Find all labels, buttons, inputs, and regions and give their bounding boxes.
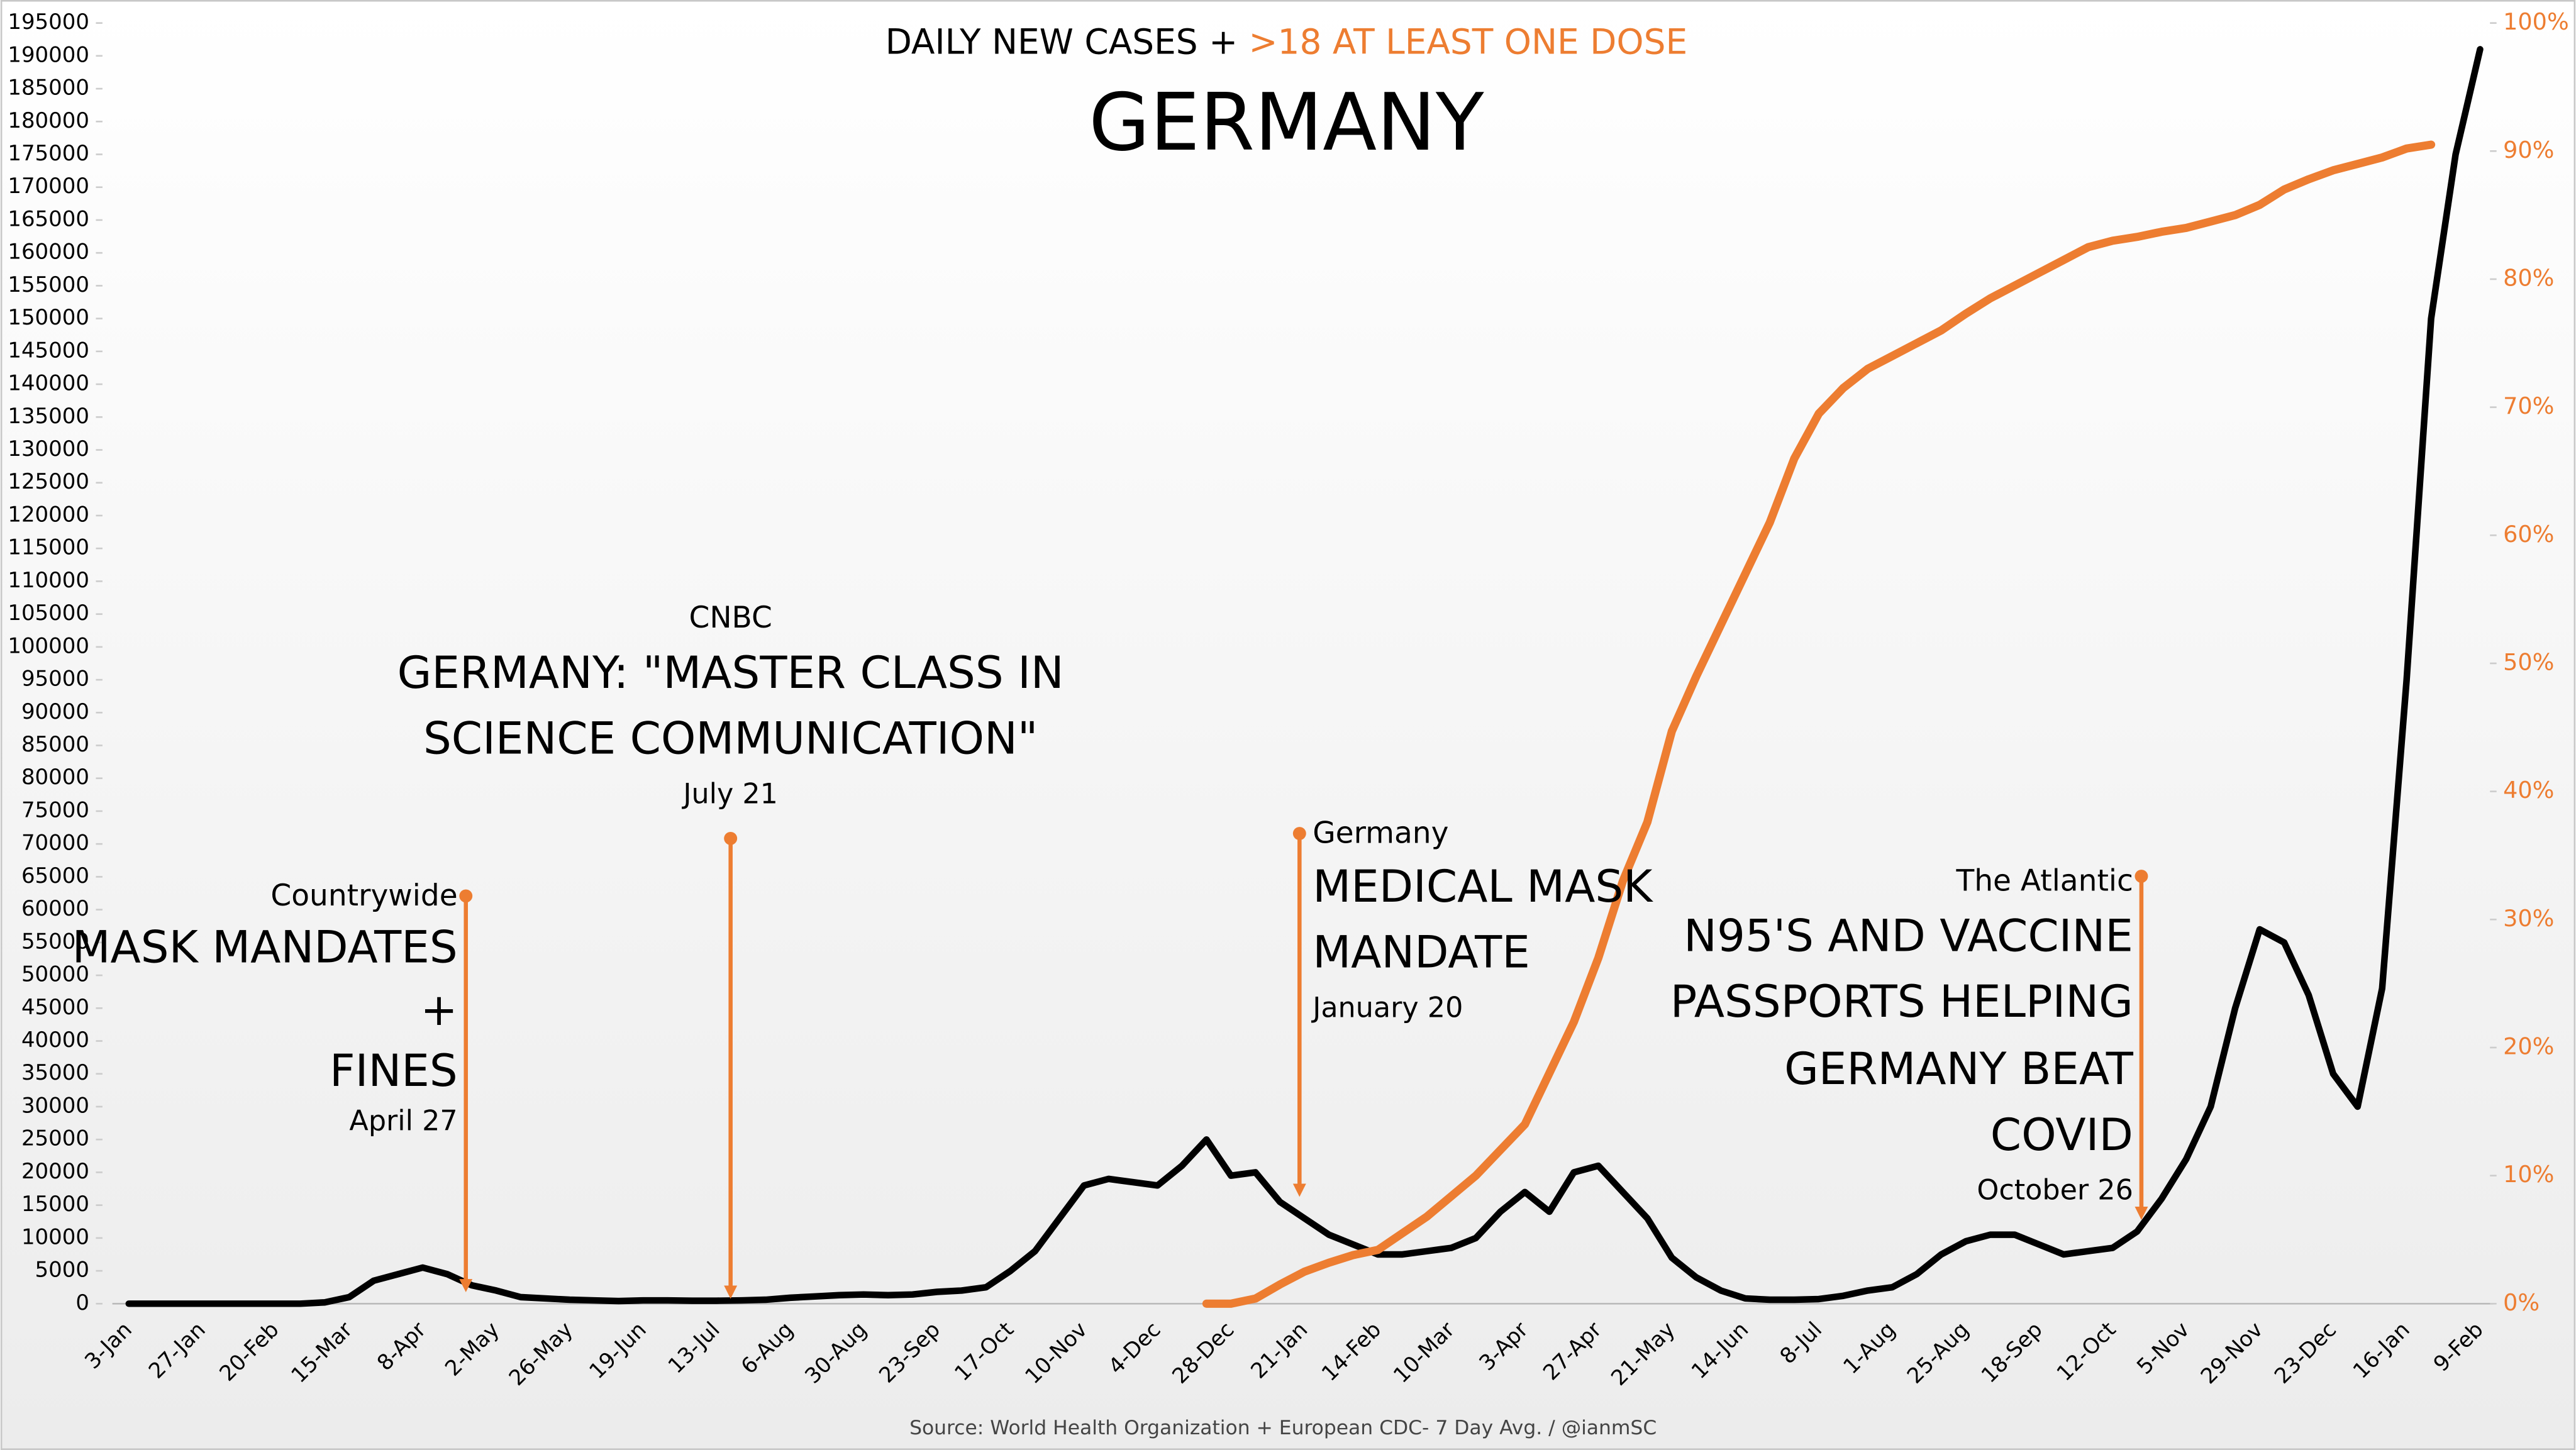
annotation-headline: COVID (1990, 1109, 2133, 1161)
y-tick-label: 175000 (8, 141, 89, 166)
y-tick-label: 25000 (21, 1126, 89, 1151)
annotation-date: April 27 (349, 1105, 457, 1137)
y2-tick-label: 50% (2503, 648, 2554, 675)
annotation-headline: GERMANY BEAT (1784, 1043, 2134, 1095)
y-tick-label: 65000 (21, 863, 89, 888)
y-tick-label: 40000 (21, 1027, 89, 1053)
annotation-headline: FINES (330, 1044, 458, 1097)
y2-tick-label: 70% (2503, 392, 2554, 419)
annotation-dot (1292, 827, 1306, 841)
y2-tick-label: 40% (2503, 777, 2554, 804)
y-tick-label: 125000 (8, 469, 89, 494)
annotation-source: The Atlantic (1955, 863, 2133, 898)
annotation-dot (2135, 870, 2148, 883)
y-tick-label: 140000 (8, 371, 89, 396)
y-tick-label: 165000 (8, 206, 89, 231)
subtitle-part: >18 AT LEAST ONE DOSE (1249, 22, 1688, 62)
annotation-date: January 20 (1311, 992, 1463, 1024)
y-tick-label: 45000 (21, 995, 89, 1020)
annotation-headline: + (421, 983, 458, 1036)
y-tick-label: 185000 (8, 75, 89, 101)
y-tick-label: 195000 (8, 9, 89, 35)
annotation-headline: MASK MANDATES (72, 921, 458, 973)
y2-tick-label: 0% (2503, 1289, 2540, 1316)
y2-tick-label: 10% (2503, 1161, 2554, 1188)
y-tick-label: 55000 (21, 929, 89, 954)
annotation-headline: MANDATE (1313, 926, 1530, 978)
y-tick-label: 170000 (8, 174, 89, 199)
y-tick-label: 70000 (21, 831, 89, 856)
annotation-source: Countrywide (270, 878, 457, 913)
y-tick-label: 160000 (8, 240, 89, 265)
y-tick-label: 120000 (8, 502, 89, 527)
y-tick-label: 60000 (21, 896, 89, 921)
y-tick-label: 135000 (8, 404, 89, 429)
y-tick-label: 0 (75, 1290, 89, 1315)
y-tick-label: 10000 (21, 1224, 89, 1249)
y-tick-label: 75000 (21, 797, 89, 822)
y-tick-label: 80000 (21, 765, 89, 790)
y-tick-label: 190000 (8, 42, 89, 67)
y-tick-label: 15000 (21, 1192, 89, 1217)
y-tick-label: 150000 (8, 305, 89, 330)
y-tick-label: 90000 (21, 699, 89, 724)
series-line (1202, 140, 2436, 1308)
arrow-head (2135, 1207, 2148, 1220)
y-tick-label: 50000 (21, 962, 89, 987)
annotation-date: July 21 (681, 778, 778, 810)
y-tick-label: 85000 (21, 732, 89, 757)
y2-tick-label: 60% (2503, 521, 2554, 548)
y-tick-label: 30000 (21, 1093, 89, 1118)
annotation-headline: GERMANY: "MASTER CLASS IN (397, 646, 1064, 699)
y-tick-label: 115000 (8, 535, 89, 560)
annotation-headline: SCIENCE COMMUNICATION" (423, 712, 1038, 765)
series-line (125, 46, 2484, 1307)
y2-tick-label: 100% (2503, 8, 2569, 35)
arrow-head (1292, 1183, 1306, 1197)
annotation-source: Germany (1313, 816, 1448, 851)
source-note: Source: World Health Organization + Euro… (909, 1417, 1657, 1439)
chart-title: GERMANY (1089, 77, 1484, 169)
y-tick-label: 180000 (8, 108, 89, 133)
arrow-head (459, 1279, 473, 1293)
chart-subtitle: DAILY NEW CASES + >18 AT LEAST ONE DOSE (886, 22, 1688, 62)
y-tick-label: 155000 (8, 272, 89, 297)
y-tick-label: 95000 (21, 667, 89, 692)
y-tick-label: 5000 (35, 1258, 89, 1283)
annotation-headline: MEDICAL MASK (1313, 860, 1653, 912)
arrow-head (724, 1285, 738, 1299)
annotation-dot (724, 831, 738, 845)
y-tick-label: 100000 (8, 633, 89, 658)
y-tick-label: 20000 (21, 1159, 89, 1184)
annotation-headline: N95'S AND VACCINE (1684, 909, 2133, 961)
y-tick-label: 105000 (8, 600, 89, 626)
y2-tick-label: 90% (2503, 136, 2554, 163)
annotation-dot (459, 889, 473, 903)
y2-tick-label: 20% (2503, 1032, 2554, 1060)
y-tick-label: 110000 (8, 568, 89, 593)
annotation-source: CNBC (689, 600, 772, 635)
subtitle-part: DAILY NEW CASES + (886, 22, 1238, 62)
y-tick-label: 35000 (21, 1060, 89, 1085)
annotation-date: October 26 (1977, 1175, 2133, 1207)
annotation-headline: PASSPORTS HELPING (1670, 975, 2133, 1027)
y2-tick-label: 30% (2503, 905, 2554, 932)
y2-tick-label: 80% (2503, 264, 2554, 291)
y-tick-label: 130000 (8, 436, 89, 462)
y-tick-label: 145000 (8, 338, 89, 363)
